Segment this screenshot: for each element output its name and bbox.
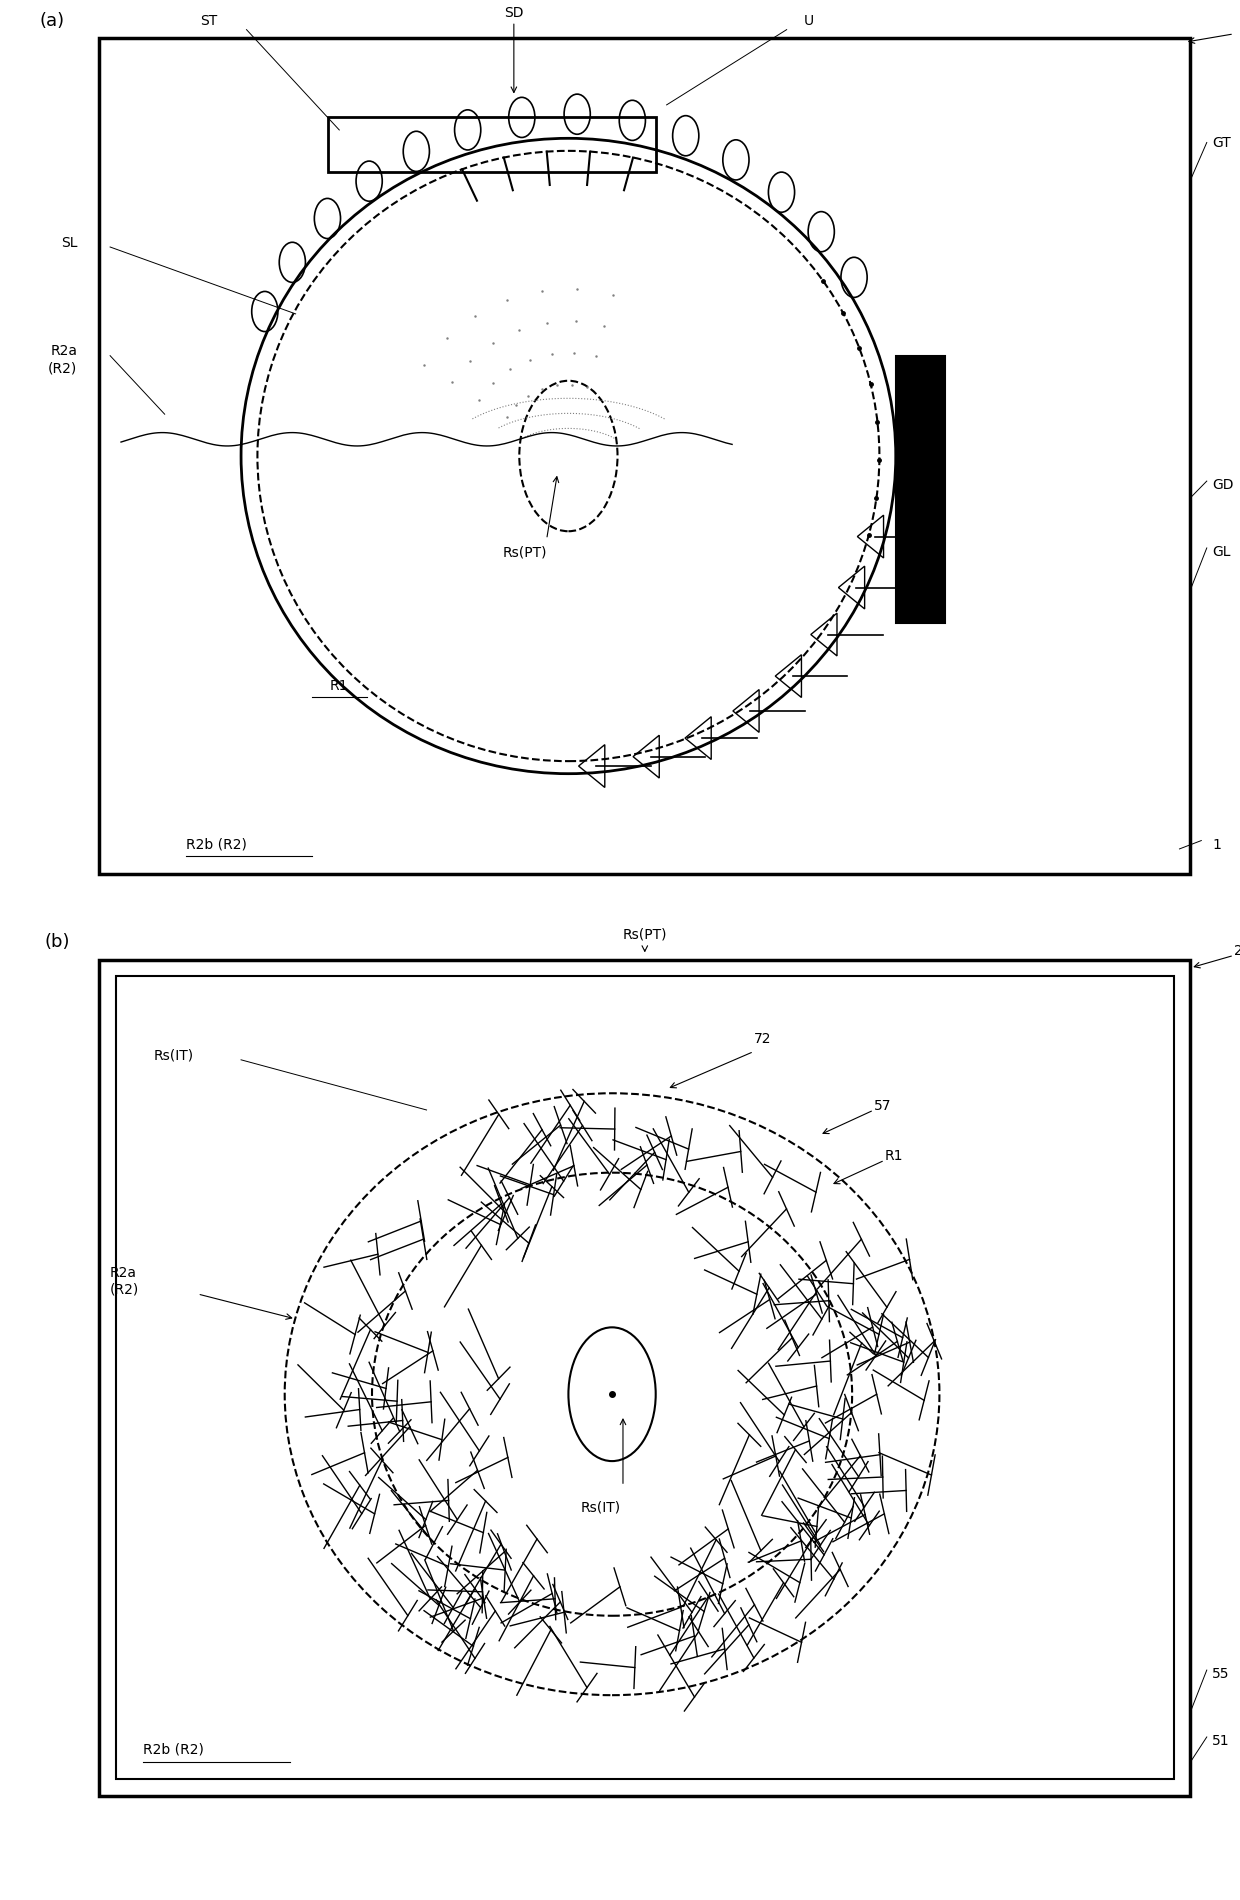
Text: SL: SL	[61, 236, 77, 251]
Text: R1: R1	[330, 678, 348, 694]
Text: Rs(IT): Rs(IT)	[154, 1049, 193, 1062]
Text: Rs(PT): Rs(PT)	[502, 545, 547, 559]
Text: GT: GT	[1213, 135, 1231, 150]
Bar	[329, 118, 656, 171]
Bar	[99, 960, 1190, 1796]
Text: 57: 57	[874, 1098, 892, 1113]
Text: 51: 51	[1213, 1735, 1230, 1748]
Text: Rs(PT): Rs(PT)	[622, 927, 667, 942]
Text: (a): (a)	[40, 11, 64, 30]
Text: ST: ST	[200, 15, 217, 28]
Text: (b): (b)	[45, 933, 71, 952]
Text: R2b (R2): R2b (R2)	[186, 838, 247, 851]
Text: R2a
(R2): R2a (R2)	[110, 1265, 139, 1298]
Text: GL: GL	[1213, 545, 1231, 559]
Text: GD: GD	[1213, 479, 1234, 492]
Bar	[115, 977, 1174, 1778]
Text: R2a
(R2): R2a (R2)	[48, 344, 77, 376]
Text: SD: SD	[505, 6, 523, 21]
Bar	[895, 355, 945, 623]
Text: U: U	[804, 15, 813, 28]
Text: 201: 201	[1234, 944, 1240, 958]
Text: 1: 1	[1213, 838, 1221, 851]
Text: Rs(IT): Rs(IT)	[582, 1501, 621, 1514]
Text: 55: 55	[1213, 1668, 1230, 1682]
Text: R2b (R2): R2b (R2)	[143, 1742, 203, 1758]
Text: 72: 72	[754, 1032, 771, 1047]
Bar	[99, 38, 1190, 874]
Text: R1: R1	[885, 1150, 904, 1163]
